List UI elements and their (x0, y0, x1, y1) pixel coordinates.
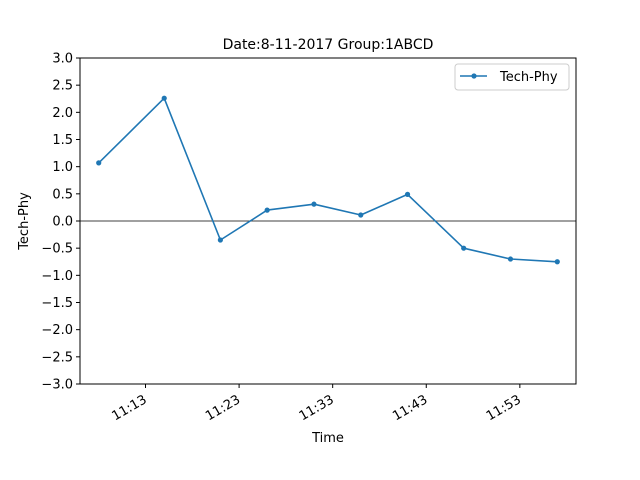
y-tick-label: −2.5 (41, 350, 73, 365)
y-tick-label: 1.5 (52, 133, 73, 148)
y-tick-label: −2.0 (41, 323, 73, 338)
x-tick-label: 11:23 (203, 392, 243, 424)
x-tick-label: 11:43 (390, 392, 430, 424)
data-point (311, 201, 317, 207)
data-point (507, 256, 514, 262)
x-tick-label: 11:53 (484, 392, 524, 424)
x-tick-label: 11:33 (297, 392, 337, 424)
y-tick-label: −0.5 (41, 242, 73, 257)
y-tick-label: −1.5 (41, 296, 73, 311)
x-tick-label: 11:13 (110, 392, 150, 424)
data-point (161, 95, 167, 101)
data-point (217, 237, 223, 243)
y-tick-label: −3.0 (41, 378, 73, 393)
y-tick-label: 2.0 (52, 106, 73, 121)
y-tick-label: −1.0 (41, 269, 73, 284)
data-point (96, 160, 102, 166)
y-tick-label: 0.5 (52, 187, 73, 202)
y-axis-label: Tech-Phy (17, 192, 32, 251)
legend-box (454, 63, 570, 91)
legend: Tech-Phy (454, 63, 570, 91)
chart-title: Date:8-11-2017 Group:1ABCD (223, 37, 434, 53)
data-point (358, 212, 364, 218)
x-axis-label: Time (311, 431, 344, 446)
x-axis: 11:13 11:23 11:33 11:43 11:53 (110, 384, 524, 424)
data-point (404, 191, 411, 197)
data-point (461, 245, 467, 251)
series-line-0 (97, 97, 559, 263)
y-tick-label: 1.0 (52, 160, 73, 175)
legend-label-tech-phy: Tech-Phy (499, 70, 558, 85)
y-tick-label: 2.5 (52, 79, 73, 94)
y-axis: 3.0 2.5 2.0 1.5 1.0 0.5 0.0 −0.5 −1.0 −1.5 −2.0 −2.… (41, 52, 80, 393)
y-tick-label: 0.0 (52, 215, 73, 230)
legend-marker-swatch (471, 73, 477, 79)
data-point (264, 207, 270, 213)
y-tick-label: 3.0 (52, 52, 73, 67)
data-point (554, 259, 560, 265)
